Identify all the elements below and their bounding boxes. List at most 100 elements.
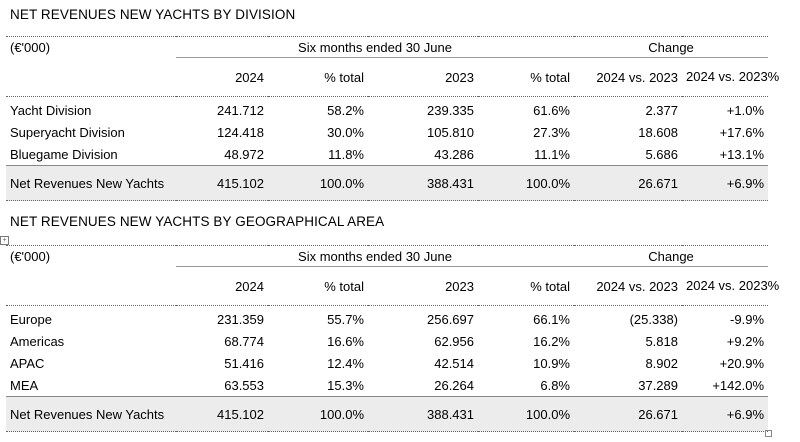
cell-2024: 48.972 [224, 146, 264, 162]
cell-change-pct: +20.9% [719, 355, 765, 371]
row-label: Americas [10, 333, 65, 349]
period-header: Six months ended 30 June [176, 245, 574, 267]
cell-pct-2024: 11.8% [328, 146, 364, 162]
col-change-pct: 2024 vs. 2023% [682, 57, 779, 97]
table-row: Europe 231.359 55.7% 256.697 66.1% (25.3… [6, 306, 768, 331]
division-revenue-table: (€'000) Six months ended 30 June Change … [6, 36, 779, 201]
cell-change-pct: +1.0% [726, 102, 765, 118]
cell-2023: 43.286 [434, 146, 474, 162]
total-change: 26.671 [574, 165, 682, 201]
row-label: MEA [10, 377, 39, 393]
cell-2024: 51.416 [224, 355, 264, 371]
cell-pct-2024: 16.6% [327, 333, 364, 349]
cell-change: 5.818 [645, 333, 678, 349]
cell-2023: 105.810 [427, 124, 474, 140]
cell-2023: 62.956 [434, 333, 474, 349]
row-label: Bluegame Division [10, 146, 118, 162]
table-move-handle-icon[interactable]: + [0, 236, 9, 245]
cell-pct-2023: 27.3% [533, 124, 570, 140]
total-pct-2024: 100.0% [268, 396, 368, 432]
total-2024: 415.102 [176, 396, 268, 432]
cell-2024: 124.418 [217, 124, 264, 140]
cell-change: 18.608 [638, 124, 678, 140]
cell-2024: 241.712 [217, 102, 264, 118]
change-header: Change [574, 36, 769, 58]
total-change: 26.671 [574, 396, 682, 432]
col-2024: 2024 [176, 266, 268, 306]
col-change-pct: 2024 vs. 2023% [682, 266, 779, 306]
col-pct-2024: % total [268, 57, 368, 97]
table-row: APAC 51.416 12.4% 42.514 10.9% 8.902 +20… [6, 352, 768, 374]
cell-pct-2023: 11.1% [534, 146, 570, 162]
table-row: Americas 68.774 16.6% 62.956 16.2% 5.818… [6, 330, 768, 352]
cell-pct-2024: 55.7% [327, 311, 364, 327]
cell-change-pct: +142.0% [712, 377, 765, 393]
total-label: Net Revenues New Yachts [6, 165, 176, 201]
table-resize-handle-icon[interactable] [765, 430, 772, 437]
col-pct-2023: % total [478, 266, 574, 306]
total-pct-2023: 100.0% [478, 396, 574, 432]
col-pct-2023: % total [478, 57, 574, 97]
table-row: Bluegame Division 48.972 11.8% 43.286 11… [6, 143, 768, 166]
row-label: Yacht Division [10, 102, 92, 118]
col-change-abs: 2024 vs. 2023 [574, 57, 682, 97]
cell-pct-2023: 66.1% [533, 311, 570, 327]
cell-2024: 231.359 [217, 311, 264, 327]
period-header: Six months ended 30 June [176, 36, 574, 58]
cell-change: 5.686 [645, 146, 678, 162]
total-2024: 415.102 [176, 165, 268, 201]
cell-pct-2024: 30.0% [327, 124, 364, 140]
cell-pct-2023: 16.2% [533, 333, 570, 349]
total-2023: 388.431 [368, 396, 478, 432]
total-row: Net Revenues New Yachts 415.102 100.0% 3… [6, 396, 769, 432]
col-change-abs: 2024 vs. 2023 [574, 266, 682, 306]
cell-pct-2024: 12.4% [327, 355, 364, 371]
cell-2024: 68.774 [224, 333, 264, 349]
cell-change: 37.289 [638, 377, 678, 393]
table-header-row: (€'000) Six months ended 30 June Change [6, 245, 769, 267]
cell-change-pct: +9.2% [726, 333, 765, 349]
cell-pct-2024: 58.2% [327, 102, 364, 118]
change-header: Change [574, 245, 769, 267]
row-label: APAC [10, 355, 45, 371]
cell-pct-2023: 6.8% [540, 377, 570, 393]
total-change-pct: +6.9% [682, 396, 769, 432]
row-label: Europe [10, 311, 52, 327]
geo-table-title: NET REVENUES NEW YACHTS BY GEOGRAPHICAL … [10, 214, 385, 229]
cell-2023: 256.697 [427, 311, 474, 327]
total-row: Net Revenues New Yachts 415.102 100.0% 3… [6, 165, 769, 201]
table-row: MEA 63.553 15.3% 26.264 6.8% 37.289 +142… [6, 374, 768, 397]
cell-change: 2.377 [645, 102, 678, 118]
total-2023: 388.431 [368, 165, 478, 201]
cell-2023: 42.514 [434, 355, 474, 371]
row-label: Superyacht Division [10, 124, 125, 140]
col-2023: 2023 [368, 266, 478, 306]
table-subheader-row: 2024 % total 2023 % total 2024 vs. 2023 … [6, 57, 779, 97]
cell-pct-2023: 61.6% [533, 102, 570, 118]
cell-change-pct: -9.9% [730, 311, 765, 327]
cell-2023: 239.335 [427, 102, 474, 118]
cell-change-pct: +13.1% [719, 146, 765, 162]
table-subheader-row: 2024 % total 2023 % total 2024 vs. 2023 … [6, 266, 779, 306]
cell-pct-2023: 10.9% [533, 355, 570, 371]
cell-pct-2024: 15.3% [327, 377, 364, 393]
total-pct-2023: 100.0% [478, 165, 574, 201]
unit-label: (€'000) [6, 245, 176, 267]
col-pct-2024: % total [268, 266, 368, 306]
col-2024: 2024 [176, 57, 268, 97]
cell-change: 8.902 [645, 355, 678, 371]
geo-revenue-table: (€'000) Six months ended 30 June Change … [6, 245, 779, 432]
cell-change-pct: +17.6% [719, 124, 765, 140]
col-2023: 2023 [368, 57, 478, 97]
cell-change: (25.338) [629, 311, 678, 327]
total-change-pct: +6.9% [682, 165, 769, 201]
division-table-title: NET REVENUES NEW YACHTS BY DIVISION [10, 7, 296, 22]
cell-2023: 26.264 [434, 377, 474, 393]
unit-label: (€'000) [6, 36, 176, 58]
table-header-row: (€'000) Six months ended 30 June Change [6, 36, 769, 58]
table-row: Superyacht Division 124.418 30.0% 105.81… [6, 121, 768, 143]
total-label: Net Revenues New Yachts [6, 396, 176, 432]
total-pct-2024: 100.0% [268, 165, 368, 201]
table-row: Yacht Division 241.712 58.2% 239.335 61.… [6, 97, 768, 122]
cell-2024: 63.553 [224, 377, 264, 393]
